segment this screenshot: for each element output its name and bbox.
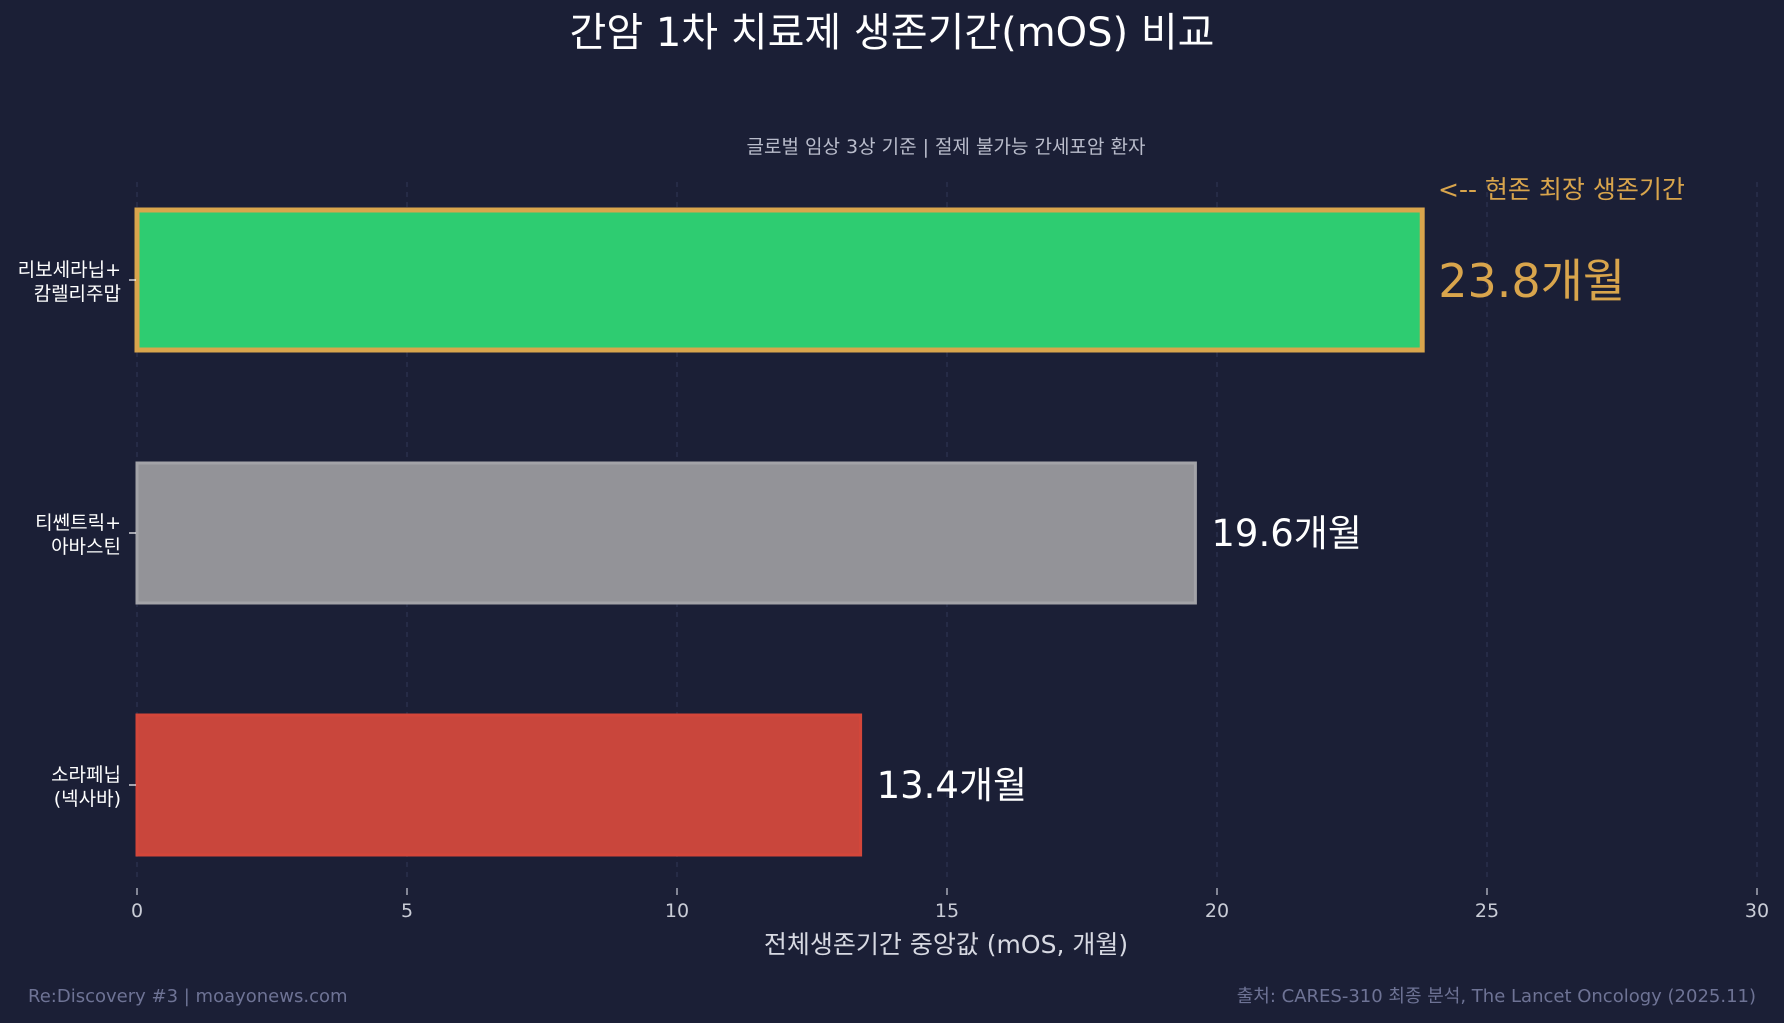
footer-right: 출처: CARES-310 최종 분석, The Lancet Oncology… [1237,986,1756,1007]
bars [134,207,1425,857]
value-label-0: 23.8개월 [1438,254,1625,308]
chart-title: 간암 1차 치료제 생존기간(mOS) 비교 [570,10,1215,56]
x-tick-label-20: 20 [1205,900,1229,922]
y-label-0-line-0: 리보세라닙+ [18,259,121,281]
y-label-2-line-0: 소라페닙 [51,764,121,786]
value-labels: 23.8개월 19.6개월 13.4개월 [877,254,1626,807]
bar-0 [134,207,1425,353]
chart-subtitle: 글로벌 임상 3상 기준 | 절제 불가능 간세포암 환자 [747,136,1146,158]
value-label-1: 19.6개월 [1211,512,1361,555]
bar-1 [135,461,1197,605]
bar-2 [135,713,863,857]
x-tick-label-10: 10 [665,900,689,922]
annotation-longest-survival: <-- 현존 최장 생존기간 [1438,175,1685,204]
x-tick-label-5: 5 [401,900,413,922]
footer-left: Re:Discovery #3 | moayonews.com [28,986,348,1007]
x-tick-label-15: 15 [935,900,959,922]
x-axis-ticks: 0 5 10 15 20 25 30 [131,888,1769,922]
x-tick-label-0: 0 [131,900,143,922]
y-label-1-line-0: 티쎈트릭+ [35,512,121,534]
value-label-2: 13.4개월 [877,764,1027,807]
y-label-2-line-1: (넥사바) [54,788,121,810]
y-label-1-line-1: 아바스틴 [51,536,121,558]
x-tick-label-25: 25 [1475,900,1499,922]
y-label-0-line-1: 캄렐리주맙 [34,283,121,305]
x-tick-label-30: 30 [1745,900,1769,922]
x-axis-label: 전체생존기간 중앙값 (mOS, 개월) [764,930,1128,959]
